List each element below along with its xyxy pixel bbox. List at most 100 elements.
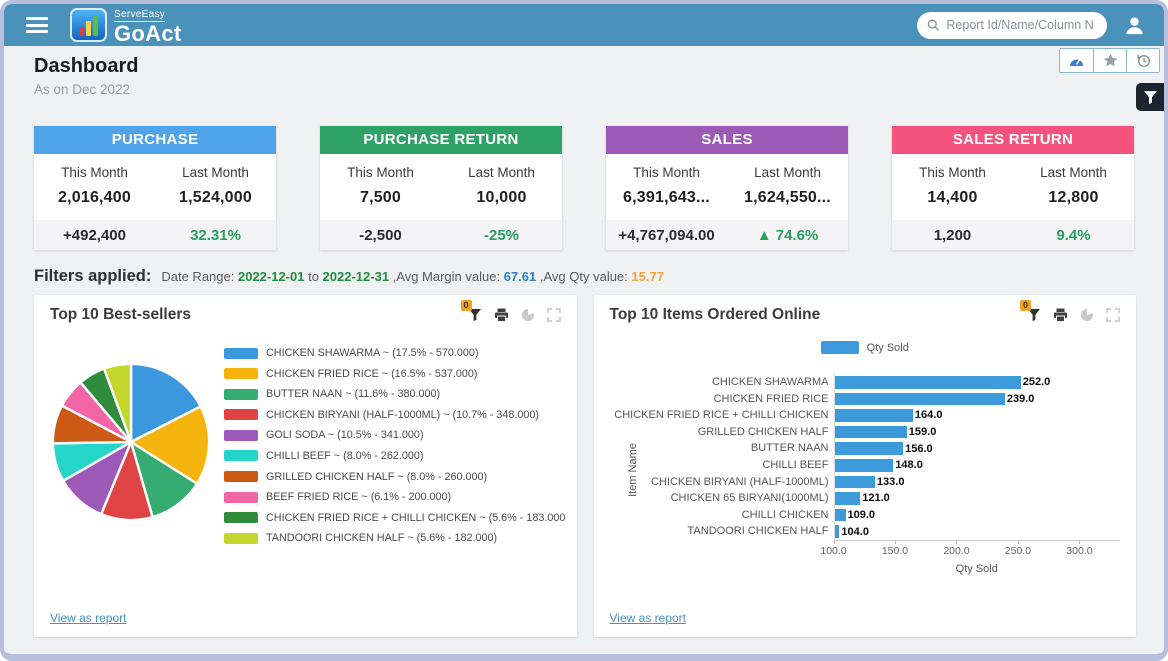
legend-swatch [224, 512, 258, 524]
view-as-report-link[interactable]: View as report [50, 611, 127, 625]
star-icon [1103, 53, 1117, 67]
filter-segment: ,Avg Margin value: [389, 269, 504, 284]
report-search-box[interactable] [917, 11, 1107, 39]
expand-button[interactable] [1106, 308, 1120, 322]
kpi-pct-value: -25% [483, 226, 520, 244]
legend-item[interactable]: TANDOORI CHICKEN HALF ~ (5.6% - 182.000) [224, 532, 565, 544]
kpi-cards-row: PURCHASE This Month 2,016,400 Last Month 1… [34, 126, 1134, 250]
kpi-card-title: SALES RETURN [892, 126, 1134, 154]
legend-item[interactable]: CHICKEN FRIED RICE + CHILLI CHICKEN ~ (5… [224, 512, 565, 524]
top-navbar: ServeEasy GoAct [4, 4, 1164, 46]
legend-label: Qty Sold [866, 341, 909, 354]
brand-name-top: ServeEasy [114, 9, 166, 22]
panel-filter-button[interactable]: 0 [1020, 300, 1041, 322]
bar-row: 133.0 [834, 474, 1121, 491]
legend-text: CHICKEN BIRYANI (HALF-1000ML) ~ (10.7% -… [266, 408, 539, 421]
this-month-label: This Month [347, 165, 414, 180]
dashboard-gauge-button[interactable] [1060, 49, 1093, 72]
legend-text: BUTTER NAAN ~ (11.6% - 380.000) [266, 388, 441, 401]
legend-item[interactable]: CHILLI BEEF ~ (8.0% - 262.000) [224, 450, 565, 462]
bar[interactable] [834, 525, 840, 538]
filter-funnel-icon [1143, 90, 1157, 104]
x-axis-tick-mark [894, 540, 896, 544]
bar-category-label: BUTTER NAAN [750, 442, 829, 455]
legend-text: TANDOORI CHICKEN HALF ~ (5.6% - 182.000) [266, 532, 498, 545]
user-profile-icon[interactable] [1123, 14, 1146, 37]
logo-barchart-icon [70, 8, 107, 42]
expand-arrows-icon [1106, 308, 1120, 322]
pie-slice[interactable] [129, 362, 203, 444]
bar[interactable] [834, 492, 861, 505]
y-axis-label: Item Name [626, 443, 639, 498]
bar[interactable] [834, 475, 875, 489]
view-as-report-link[interactable]: View as report [609, 611, 686, 625]
legend-item[interactable]: GRILLED CHICKEN HALF ~ (8.0% - 260.000) [224, 471, 565, 483]
bar-value-label: 121.0 [862, 492, 890, 505]
bar-value-label: 239.0 [1006, 392, 1035, 405]
legend-item[interactable]: BUTTER NAAN ~ (11.6% - 380.000) [224, 388, 565, 400]
bar[interactable] [834, 392, 1005, 406]
favorites-star-button[interactable] [1093, 49, 1126, 72]
page-subtitle: As on Dec 2022 [34, 82, 131, 97]
brand-logo[interactable]: ServeEasy GoAct [70, 5, 182, 45]
legend-item[interactable]: GOLI SODA ~ (10.5% - 341.000) [224, 429, 565, 441]
bar-category-label: GRILLED CHICKEN HALF [697, 425, 829, 438]
pie-slice[interactable] [128, 404, 211, 486]
legend-item[interactable]: CHICKEN SHAWARMA ~ (17.5% - 570.000) [224, 347, 565, 359]
global-filter-button[interactable] [1136, 83, 1164, 111]
print-button[interactable] [1053, 308, 1068, 322]
x-axis-tick-label: 150.0 [881, 544, 909, 557]
pie-chart [51, 362, 211, 522]
filters-applied-label: Filters applied: [34, 267, 152, 285]
bar-value-label: 159.0 [908, 426, 937, 439]
bar-row: 148.0 [834, 457, 1121, 474]
bar[interactable] [834, 376, 1021, 389]
pie-chart-icon [1081, 308, 1094, 321]
legend-swatch [224, 368, 258, 380]
panel-filter-button[interactable]: 0 [460, 300, 482, 322]
bar[interactable] [834, 425, 907, 439]
page-header: Dashboard As on Dec 2022 [4, 46, 1164, 114]
filter-funnel-icon [468, 309, 481, 322]
bar-category-label: CHICKEN BIRYANI (HALF-1000ML) [651, 475, 829, 488]
hamburger-menu-icon[interactable] [26, 14, 48, 37]
legend-item[interactable]: CHICKEN BIRYANI (HALF-1000ML) ~ (10.7% -… [224, 409, 565, 421]
legend-swatch [224, 347, 258, 359]
pie-view-button[interactable] [521, 308, 535, 322]
pie-view-button[interactable] [1080, 308, 1094, 322]
history-button[interactable] [1126, 49, 1159, 72]
search-input[interactable] [946, 18, 1097, 32]
panel-top10-best-sellers: Top 10 Best-sellers 0 [34, 295, 577, 637]
bar[interactable] [834, 459, 894, 472]
bar-category-label: CHICKEN 65 BIRYANI(1000ML) [670, 492, 829, 505]
x-axis-tick-mark [956, 540, 958, 544]
expand-button[interactable] [546, 308, 561, 322]
bar[interactable] [834, 409, 913, 422]
filter-funnel-icon [1028, 309, 1040, 322]
legend-text: CHICKEN FRIED RICE + CHILLI CHICKEN ~ (5… [266, 511, 565, 524]
bar-category-labels: CHICKEN SHAWARMA CHICKEN FRIED RICE CHICKE… [612, 374, 834, 575]
bar-category-label: CHILLI CHICKEN [741, 508, 829, 521]
bar-plot-area: 252.0 239.0 164.0 159.0 156.0 148.0 133.0 121.0… [833, 374, 1121, 541]
legend-swatch [224, 471, 258, 483]
bar[interactable] [834, 442, 904, 455]
last-month-value: 1,524,000 [179, 189, 252, 206]
bar-category-label: CHILLI BEEF [762, 458, 829, 471]
kpi-pct-value: 32.31% [190, 226, 241, 244]
legend-item[interactable]: BEEF FRIED RICE ~ (6.1% - 200.000) [224, 491, 565, 503]
bar-value-label: 252.0 [1022, 376, 1051, 389]
legend-text: BEEF FRIED RICE ~ (6.1% - 200.000) [266, 491, 452, 504]
legend-item[interactable]: CHICKEN FRIED RICE ~ (16.5% - 537.000) [224, 368, 565, 380]
filters-values: Date Range: 2022-12-01 to 2022-12-31 ,Av… [161, 269, 664, 284]
legend-swatch [224, 491, 258, 503]
pie-slice[interactable] [102, 362, 133, 443]
x-axis-label: Qty Sold [955, 562, 998, 575]
legend-text: CHILLI BEEF ~ (8.0% - 262.000) [266, 449, 424, 462]
print-button[interactable] [494, 308, 509, 322]
bar[interactable] [834, 508, 846, 522]
last-month-value: 10,000 [476, 189, 527, 206]
bar-chart-legend: Qty Sold [594, 341, 1137, 354]
page-title: Dashboard [34, 55, 139, 77]
x-axis-tick-mark [1079, 540, 1081, 544]
